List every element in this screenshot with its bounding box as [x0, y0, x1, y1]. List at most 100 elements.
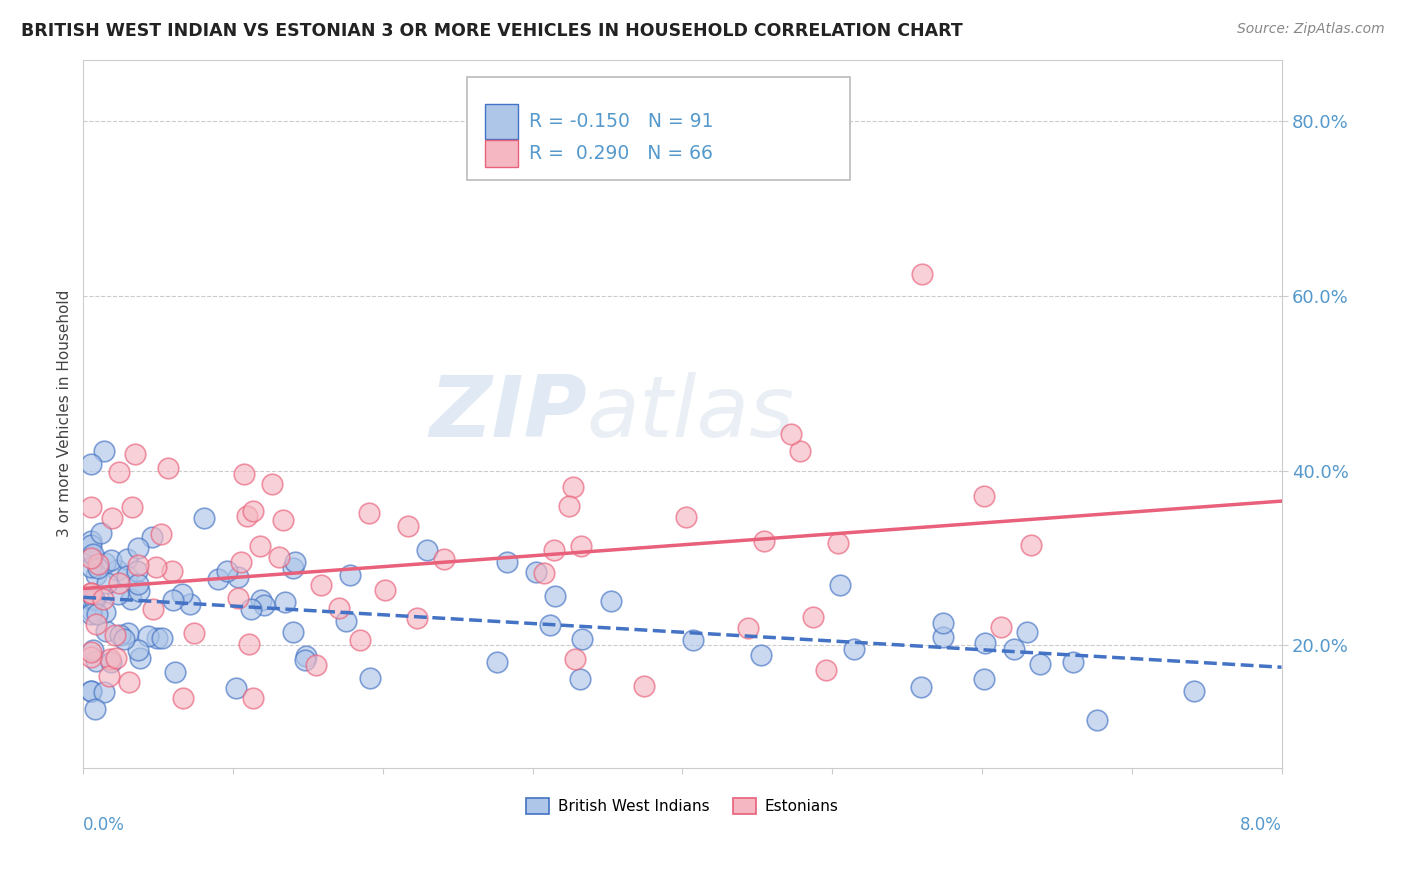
- Point: [84, 568, 107, 582]
- Text: ZIP: ZIP: [429, 372, 586, 455]
- Point: [973, 672, 995, 686]
- Point: [80, 586, 103, 600]
- Point: [789, 444, 811, 458]
- Bar: [485, 103, 519, 139]
- Point: [600, 594, 623, 608]
- Point: [538, 618, 561, 632]
- Point: [543, 543, 565, 558]
- Point: [309, 578, 332, 592]
- Point: [104, 628, 127, 642]
- Point: [80, 645, 103, 659]
- Point: [80, 550, 103, 565]
- Point: [141, 602, 163, 616]
- Point: [172, 587, 194, 601]
- Point: [117, 625, 139, 640]
- Point: [127, 643, 149, 657]
- Point: [562, 480, 585, 494]
- Point: [911, 267, 934, 281]
- Point: [80, 457, 103, 471]
- Point: [146, 632, 169, 646]
- Point: [250, 592, 273, 607]
- Point: [842, 642, 865, 657]
- Point: [138, 629, 160, 643]
- Point: [396, 519, 419, 533]
- Point: [432, 552, 454, 566]
- Point: [165, 665, 187, 679]
- Text: Source: ZipAtlas.com: Source: ZipAtlas.com: [1237, 22, 1385, 37]
- Point: [172, 690, 194, 705]
- Point: [82, 642, 104, 657]
- Point: [86, 560, 108, 574]
- Point: [94, 605, 117, 619]
- Point: [80, 683, 103, 698]
- Point: [82, 547, 104, 561]
- Point: [281, 625, 304, 640]
- Point: [112, 632, 135, 646]
- Point: [815, 663, 838, 677]
- Point: [569, 539, 592, 553]
- Point: [226, 591, 249, 606]
- Point: [406, 611, 429, 625]
- Point: [150, 631, 173, 645]
- Point: [80, 591, 103, 606]
- Point: [328, 600, 350, 615]
- Point: [1085, 714, 1108, 728]
- Point: [801, 610, 824, 624]
- Point: [125, 564, 148, 578]
- Point: [1015, 624, 1038, 639]
- Point: [633, 679, 655, 693]
- Point: [271, 512, 294, 526]
- Point: [827, 536, 849, 550]
- Point: [1019, 538, 1042, 552]
- Point: [193, 511, 215, 525]
- Point: [104, 651, 127, 665]
- Point: [94, 624, 117, 638]
- Point: [339, 567, 361, 582]
- Point: [232, 467, 254, 481]
- Point: [486, 655, 509, 669]
- Point: [990, 619, 1012, 633]
- Point: [571, 632, 593, 647]
- Point: [80, 538, 103, 552]
- Point: [108, 628, 131, 642]
- Point: [127, 558, 149, 572]
- Point: [120, 591, 142, 606]
- Point: [100, 655, 122, 669]
- Point: [359, 671, 381, 685]
- Point: [973, 489, 995, 503]
- Point: [80, 683, 103, 698]
- Point: [105, 563, 128, 577]
- Point: [242, 504, 264, 518]
- Point: [91, 591, 114, 606]
- Point: [84, 593, 107, 607]
- Point: [238, 637, 260, 651]
- Point: [115, 568, 138, 582]
- Point: [94, 556, 117, 570]
- Point: [294, 649, 316, 664]
- Point: [242, 690, 264, 705]
- Point: [495, 555, 517, 569]
- Point: [96, 576, 118, 591]
- Point: [121, 500, 143, 514]
- Point: [145, 560, 167, 574]
- Point: [335, 614, 357, 628]
- Text: atlas: atlas: [586, 372, 794, 455]
- Point: [100, 510, 122, 524]
- Point: [117, 551, 139, 566]
- Point: [910, 680, 932, 694]
- Point: [160, 564, 183, 578]
- Point: [84, 702, 107, 716]
- Point: [228, 569, 250, 583]
- Text: 0.0%: 0.0%: [83, 816, 125, 834]
- Point: [524, 566, 547, 580]
- Point: [118, 675, 141, 690]
- Bar: [485, 140, 519, 167]
- Point: [544, 589, 567, 603]
- Point: [90, 525, 112, 540]
- Point: [675, 510, 697, 524]
- FancyBboxPatch shape: [467, 78, 851, 180]
- Point: [108, 465, 131, 479]
- Legend: British West Indians, Estonians: British West Indians, Estonians: [520, 792, 845, 821]
- Point: [86, 607, 108, 622]
- Point: [100, 552, 122, 566]
